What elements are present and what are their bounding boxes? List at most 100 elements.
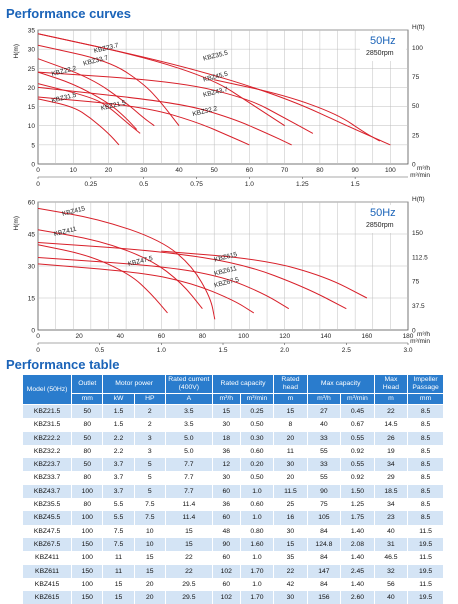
x-bottom-tick: 0	[36, 347, 40, 354]
table-cell: 33	[307, 432, 340, 445]
y-left-tick: 60	[28, 200, 36, 207]
table-cell: 84	[307, 525, 340, 538]
table-cell: 31	[374, 538, 407, 551]
curve-label: KBZ22.2	[51, 65, 78, 78]
unit-max-head: m	[374, 394, 407, 405]
y-right-tick: 75	[412, 279, 420, 286]
table-cell: 34	[374, 458, 407, 471]
y-right-tick: 100	[412, 45, 423, 52]
table-cell: 35	[274, 551, 307, 564]
curve-extra	[161, 251, 367, 298]
table-cell: 26	[374, 432, 407, 445]
cell-model: KBZ615	[23, 591, 72, 604]
table-cell: 29.5	[165, 591, 212, 604]
table-cell: 15	[134, 551, 165, 564]
x-unit-bottom: m³/min	[410, 338, 430, 345]
table-cell: 0.60	[240, 445, 273, 458]
table-cell: 11.5	[274, 485, 307, 498]
table-cell: 15	[274, 538, 307, 551]
table-cell: 30	[212, 471, 240, 484]
table-cell: 19	[374, 445, 407, 458]
table-cell: 75	[307, 498, 340, 511]
table-cell: 40	[374, 591, 407, 604]
table-cell: 33	[307, 458, 340, 471]
table-cell: 60	[212, 578, 240, 591]
table-cell: 0.20	[240, 458, 273, 471]
table-cell: 12	[212, 458, 240, 471]
table-cell: 40	[307, 418, 340, 431]
table-cell: 2.08	[341, 538, 375, 551]
y-right-tick: 75	[412, 74, 420, 81]
table-cell: 30	[274, 458, 307, 471]
table-cell: 60	[212, 551, 240, 564]
table-cell: 80	[72, 471, 103, 484]
cell-model: KBZ35.5	[23, 498, 72, 511]
table-cell: 1.5	[103, 405, 134, 419]
table-cell: 60	[212, 511, 240, 524]
table-cell: 0.45	[341, 405, 375, 419]
table-cell: 3.5	[165, 418, 212, 431]
table-cell: 8	[274, 418, 307, 431]
x-bottom-tick: 0.5	[139, 181, 148, 188]
table-cell: 11	[103, 565, 134, 578]
x-top-tick: 60	[246, 167, 254, 174]
header-max-capacity: Max capacity	[307, 375, 374, 394]
freq-label: 50Hz	[370, 35, 396, 47]
x-top-tick: 40	[117, 333, 125, 340]
table-cell: 8.5	[408, 511, 444, 524]
rpm-label: 2850rpm	[366, 222, 394, 229]
cell-model: KBZ33.7	[23, 471, 72, 484]
x-top-tick: 100	[385, 167, 396, 174]
y-left-tick: 15	[28, 296, 36, 303]
y-left-tick: 25	[28, 66, 36, 73]
table-cell: 55	[307, 471, 340, 484]
table-cell: 5	[134, 458, 165, 471]
table-cell: 8.5	[408, 418, 444, 431]
unit-kw: kW	[103, 394, 134, 405]
y-right-tick: 0	[412, 162, 416, 169]
table-cell: 10	[134, 538, 165, 551]
table-cell: 11	[274, 445, 307, 458]
table-cell: 7.7	[165, 458, 212, 471]
header-impeller-passage: Impeller Passage	[408, 375, 444, 394]
curves-title: Performance curves	[6, 6, 131, 21]
x-bottom-tick: 1.0	[245, 181, 254, 188]
table-cell: 8.5	[408, 498, 444, 511]
x-top-tick: 140	[320, 333, 331, 340]
table-cell: 1.50	[341, 485, 375, 498]
table-cell: 60	[212, 485, 240, 498]
cell-model: KBZ31.5	[23, 418, 72, 431]
table-cell: 100	[72, 578, 103, 591]
table-cell: 48	[212, 525, 240, 538]
table-cell: 18	[212, 432, 240, 445]
unit-impeller: mm	[408, 394, 444, 405]
y-right-tick: 37.5	[412, 303, 425, 310]
table-cell: 3.7	[103, 471, 134, 484]
cell-model: KBZ32.2	[23, 445, 72, 458]
y-left-tick: 15	[28, 104, 36, 111]
curve-label: KBZ35.5	[202, 50, 229, 63]
table-cell: 10	[134, 525, 165, 538]
x-unit-top: m³/h	[417, 165, 430, 172]
table-cell: 16	[274, 511, 307, 524]
unit-max-m3min: m³/min	[341, 394, 375, 405]
table-cell: 40	[374, 525, 407, 538]
table-cell: 156	[307, 591, 340, 604]
y-left-tick: 5	[31, 142, 35, 149]
x-bottom-tick: 1.5	[218, 347, 227, 354]
x-top-tick: 90	[352, 167, 360, 174]
cell-model: KBZ45.5	[23, 511, 72, 524]
table-cell: 0.60	[240, 498, 273, 511]
table-cell: 84	[307, 578, 340, 591]
table-cell: 14.5	[374, 418, 407, 431]
table-cell: 30	[212, 418, 240, 431]
unit-outlet: mm	[72, 394, 103, 405]
table-cell: 3	[134, 445, 165, 458]
table-cell: 1.75	[341, 511, 375, 524]
